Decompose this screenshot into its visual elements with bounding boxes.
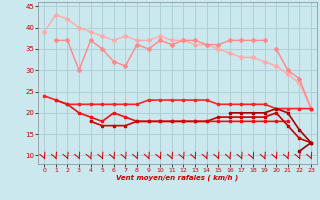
X-axis label: Vent moyen/en rafales ( km/h ): Vent moyen/en rafales ( km/h ) xyxy=(116,175,239,181)
